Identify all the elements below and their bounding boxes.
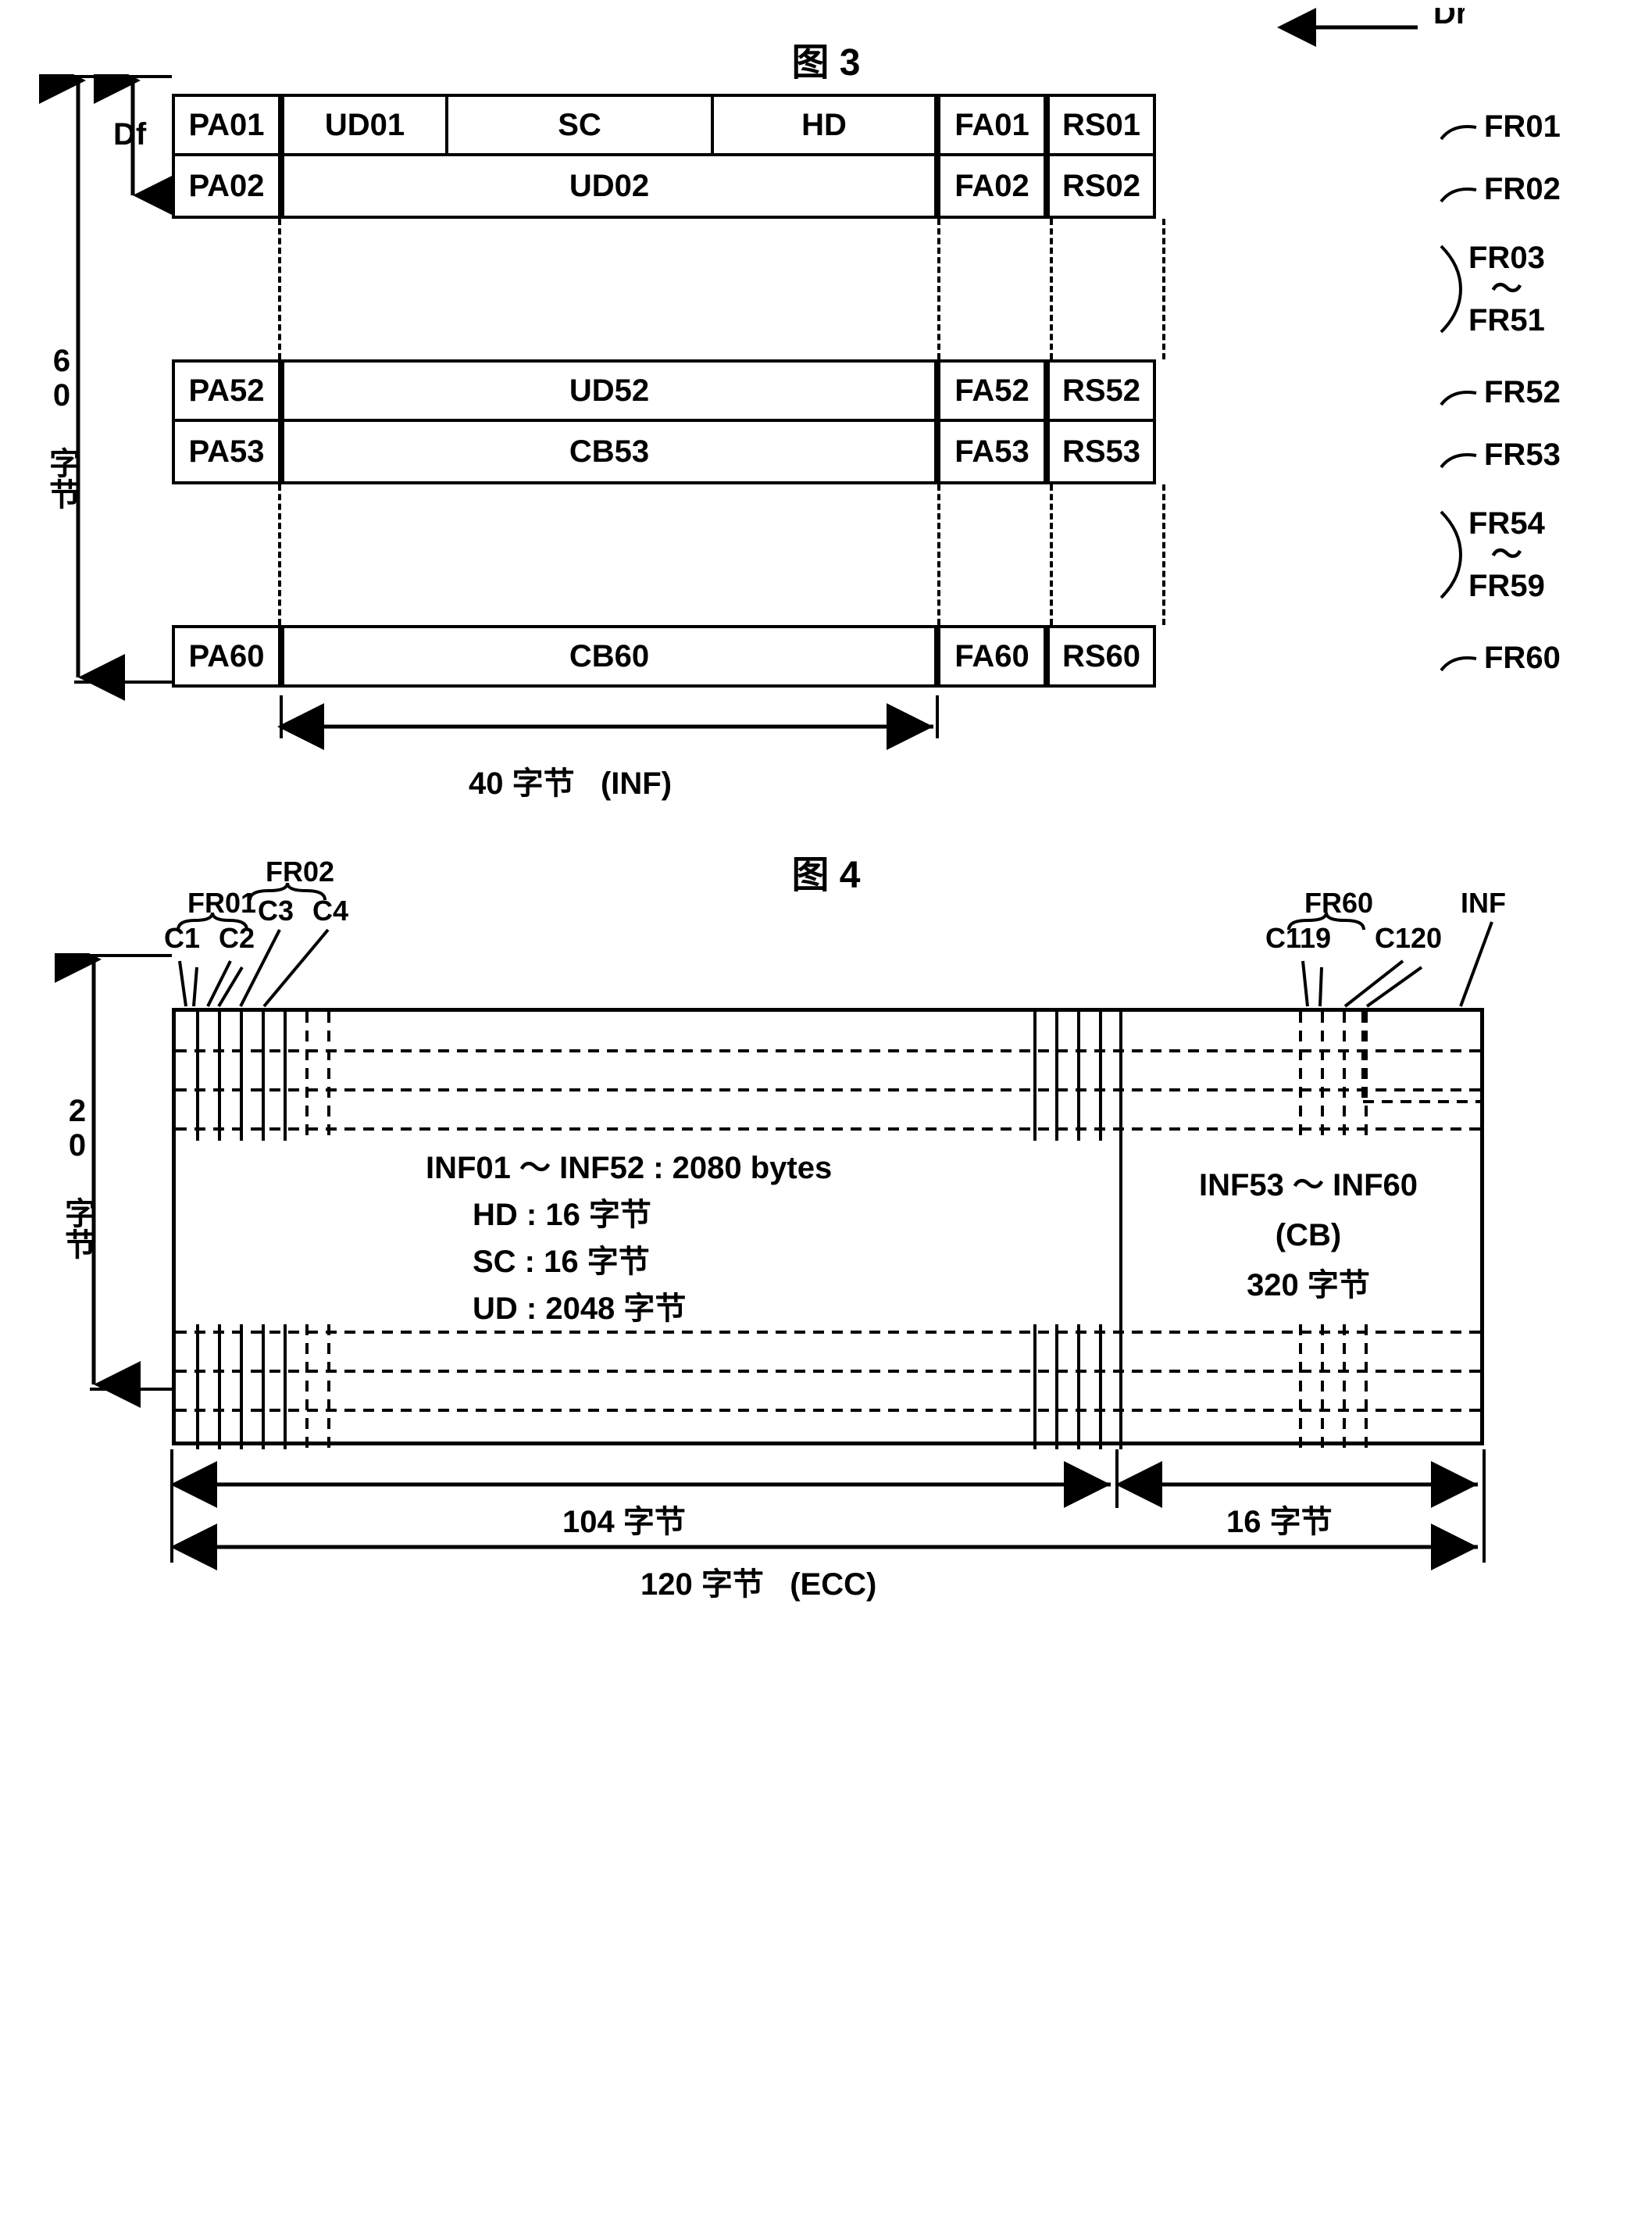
cell-rs53: RS53 [1047,422,1156,484]
table-row: PA52 UD52 FA52 RS52 FR52 [172,359,1422,422]
vlabel-20-bytes: 20 字节 [55,1094,100,1259]
gap-label-1: FR03 〜 FR51 [1437,242,1545,336]
cell-hd: HD [711,94,937,156]
table-row: PA60 CB60 FA60 RS60 FR60 [172,625,1422,688]
row-label-fr60: FR60 [1437,641,1561,676]
fig4-left-block: INF01 ～ INF52 : 2080 bytes HD : 16 字节 SC… [426,1145,832,1332]
table-row: PA53 CB53 FA53 RS53 FR53 [172,422,1422,484]
fig4-box: INF01 ～ INF52 : 2080 bytes HD : 16 字节 SC… [172,1008,1484,1445]
dim-120: 120 字节 (ECC) [640,1559,876,1604]
row-label-fr52: FR52 [1437,375,1561,410]
fig3-table: PA01 UD01 SC HD FA01 RS01 FR01 PA02 UD02… [172,94,1422,688]
row-label-fr02: FR02 [1437,172,1561,207]
cell-ud01: UD01 [281,94,445,156]
cell-ud02: UD02 [281,156,937,219]
cell-pa60: PA60 [172,625,281,688]
cell-sc: SC [445,94,711,156]
cell-cb53: CB53 [281,422,937,484]
cell-fa02: FA02 [937,156,1047,219]
cell-rs02: RS02 [1047,156,1156,219]
fig4-body: FR01 FR02 C1 C2 C3 C4 FR60 C119 C120 INF [172,1008,1484,1445]
cell-fa60: FA60 [937,625,1047,688]
row-label-fr53: FR53 [1437,438,1561,473]
dim-16: 16 字节 [1226,1496,1333,1542]
row-label-fr01: FR01 [1437,109,1561,145]
table-gap: FR54 〜 FR59 [172,484,1422,625]
cell-pa53: PA53 [172,422,281,484]
svg-text:Dr: Dr [1433,8,1465,30]
dim-104: 104 字节 [562,1496,686,1542]
fig4-right-block: INF53 ～ INF60 (CB) 320 字节 [1152,1160,1465,1310]
dim-40-bytes: 40 字节 (INF) [469,758,672,803]
table-row: PA01 UD01 SC HD FA01 RS01 FR01 [172,94,1422,156]
table-gap: FR03 〜 FR51 [172,219,1422,359]
dr-label: Dr [1261,8,1465,55]
cell-rs52: RS52 [1047,359,1156,422]
cell-pa52: PA52 [172,359,281,422]
cell-cb60: CB60 [281,625,937,688]
cell-rs01: RS01 [1047,94,1156,156]
df-label: Df [113,117,146,152]
cell-pa01: PA01 [172,94,281,156]
cell-rs60: RS60 [1047,625,1156,688]
cell-fa52: FA52 [937,359,1047,422]
cell-fa53: FA53 [937,422,1047,484]
figure-3: 图 3 Dr PA01 UD01 SC HD FA01 RS01 [31,31,1621,688]
table-row: PA02 UD02 FA02 RS02 FR02 [172,156,1422,219]
cell-ud52: UD52 [281,359,937,422]
figure-4: 图 4 FR01 FR02 C1 C2 C3 C4 FR60 C119 C120… [31,844,1621,1445]
vlabel-60-bytes: 60 字节 [39,344,84,509]
cell-pa02: PA02 [172,156,281,219]
gap-label-2: FR54 〜 FR59 [1437,508,1545,602]
cell-fa01: FA01 [937,94,1047,156]
